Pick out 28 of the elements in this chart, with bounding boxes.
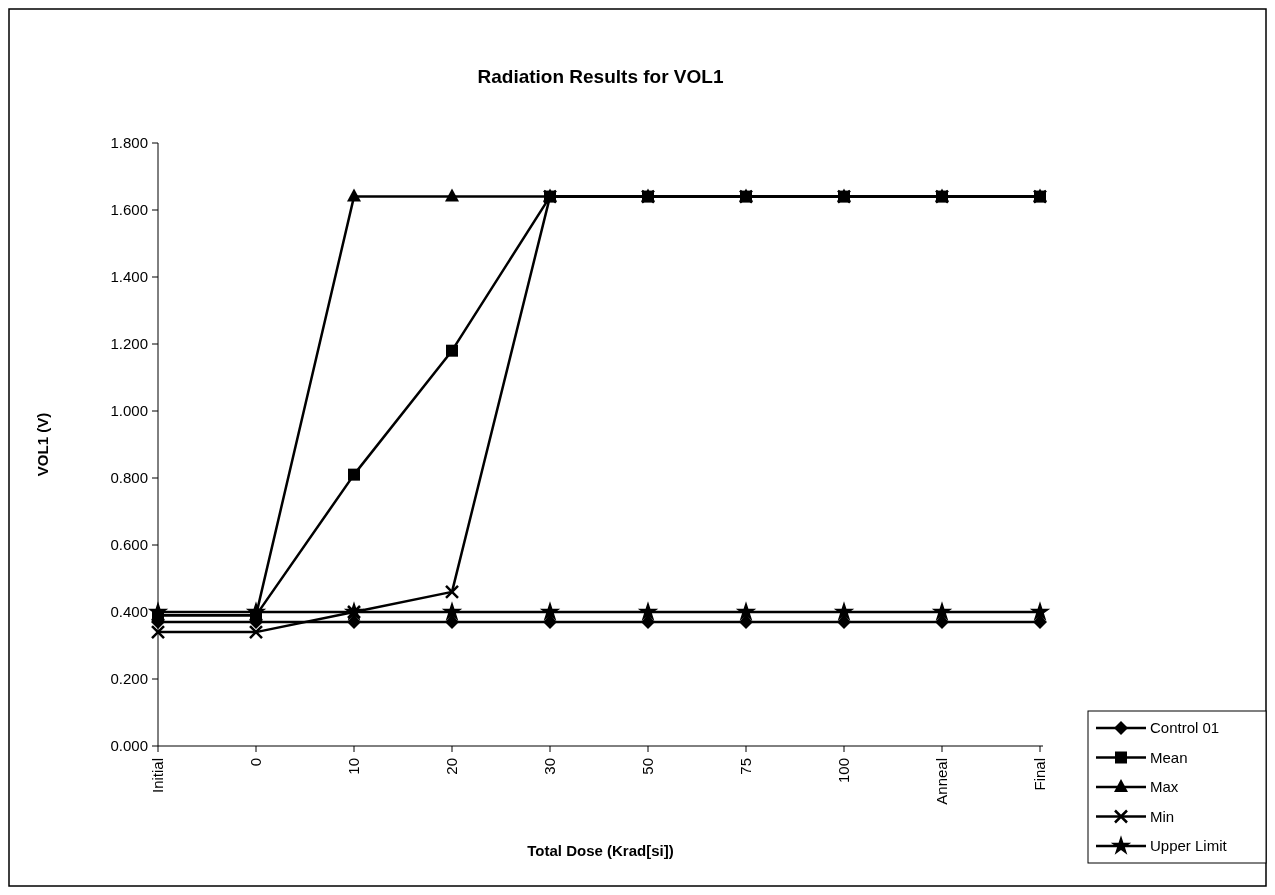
legend-label: Max [1150,778,1179,796]
x-tick-label: 75 [737,758,754,775]
y-tick-label: 1.400 [110,268,148,286]
y-tick-label: 0.600 [110,536,148,554]
x-tick-label: 50 [639,758,656,775]
x-tick-label: 20 [443,758,460,775]
x-tick-label: 100 [835,758,852,784]
chart-title: Radiation Results for VOL1 [477,66,724,87]
x-tick-label: Initial [149,758,166,794]
y-tick-label: 0.400 [110,603,148,621]
y-tick-label: 0.800 [110,469,148,487]
y-tick-label: 0.000 [110,737,148,755]
legend-label: Mean [1150,748,1188,766]
x-tick-label: Anneal [933,758,950,805]
legend-label: Min [1150,807,1175,825]
legend-label: Control 01 [1150,719,1220,737]
x-tick-label: 10 [345,758,362,775]
y-tick-label: 1.800 [110,134,148,152]
x-tick-label: 30 [541,758,558,775]
y-axis-title: VOL1 (V) [34,412,51,477]
y-tick-label: 0.200 [110,670,148,688]
legend-label: Upper Limit [1150,837,1228,855]
x-axis-title: Total Dose (Krad[si]) [527,842,674,859]
x-tick-label: Final [1031,758,1048,791]
x-tick-label: 0 [247,758,264,767]
y-tick-label: 1.000 [110,402,148,420]
y-tick-label: 1.600 [110,201,148,219]
y-tick-label: 1.200 [110,335,148,353]
